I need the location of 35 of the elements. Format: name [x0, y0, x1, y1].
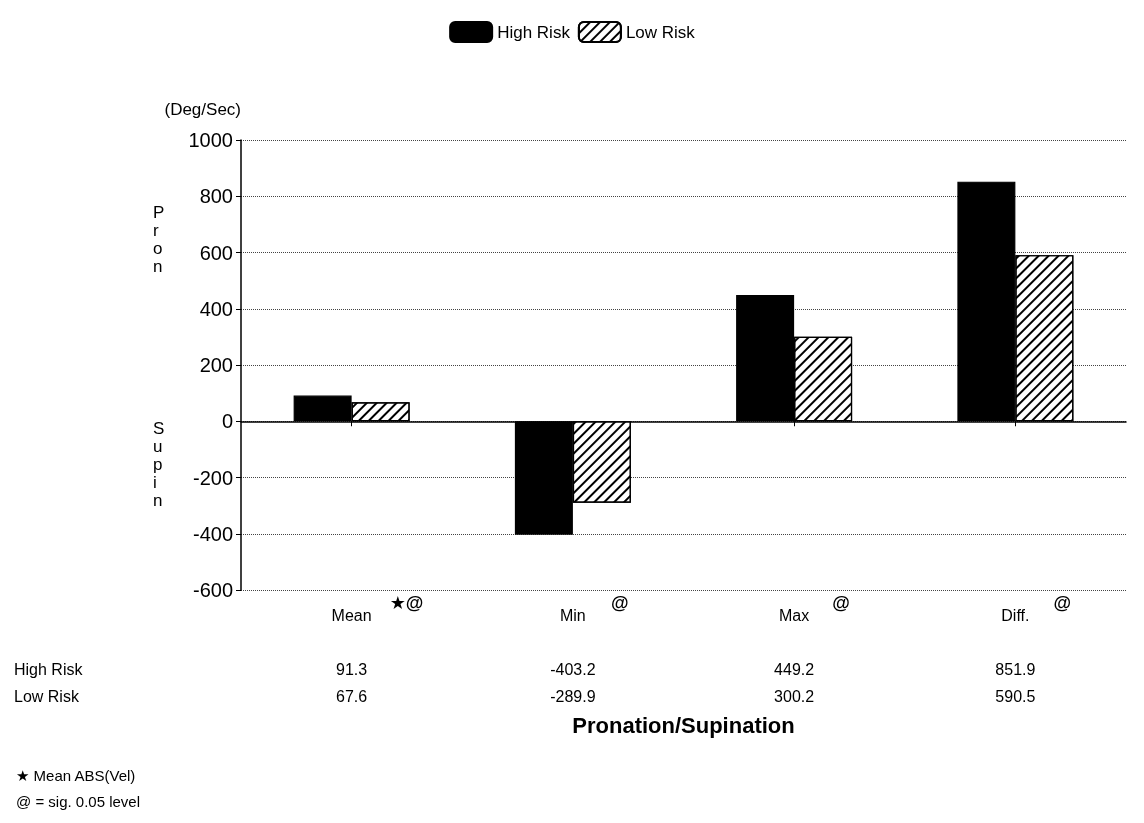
y-tick-label: -400	[192, 522, 233, 545]
x-tick-label: Diff.	[1001, 607, 1030, 624]
text: High Risk	[14, 660, 83, 678]
y-tick-label: 0	[221, 410, 233, 433]
text: Low Risk	[14, 687, 79, 705]
data-label: -403.2	[550, 661, 596, 678]
text: @ = sig. 0.05 level	[16, 793, 141, 810]
legend-label: High Risk	[497, 22, 571, 42]
text: ★@	[389, 593, 424, 613]
legend-label: Low Risk	[625, 22, 696, 42]
y-tick-label: 600	[199, 241, 233, 264]
data-label: -289.9	[550, 688, 596, 705]
y-tick-label: -200	[192, 466, 233, 489]
x-tick-label: Max	[779, 607, 810, 624]
text: @	[610, 593, 629, 613]
text: Pron	[153, 202, 165, 276]
data-label: 67.6	[336, 688, 368, 705]
x-axis-title: Pronation/Supination	[572, 713, 795, 739]
y-tick-label: 200	[199, 354, 233, 376]
text: ★ Mean ABS(Vel)	[16, 767, 136, 784]
y-tick-label: -600	[192, 579, 233, 601]
x-tick-label: Mean	[331, 607, 372, 624]
text: @	[1053, 593, 1071, 613]
y-tick-label: 1000	[188, 129, 233, 151]
data-label: 449.2	[774, 661, 815, 678]
data-label: 590.5	[995, 688, 1036, 705]
text: @	[832, 593, 850, 613]
data-label: 91.3	[336, 661, 368, 678]
y-tick-label: 400	[199, 297, 233, 320]
y-tick-label: 800	[199, 185, 233, 208]
y-axis-title: (Deg/Sec)	[164, 100, 241, 119]
data-label: 851.9	[995, 661, 1036, 678]
x-tick-label: Min	[559, 607, 586, 624]
data-label: 300.2	[774, 688, 815, 705]
text: Supin	[153, 418, 165, 510]
